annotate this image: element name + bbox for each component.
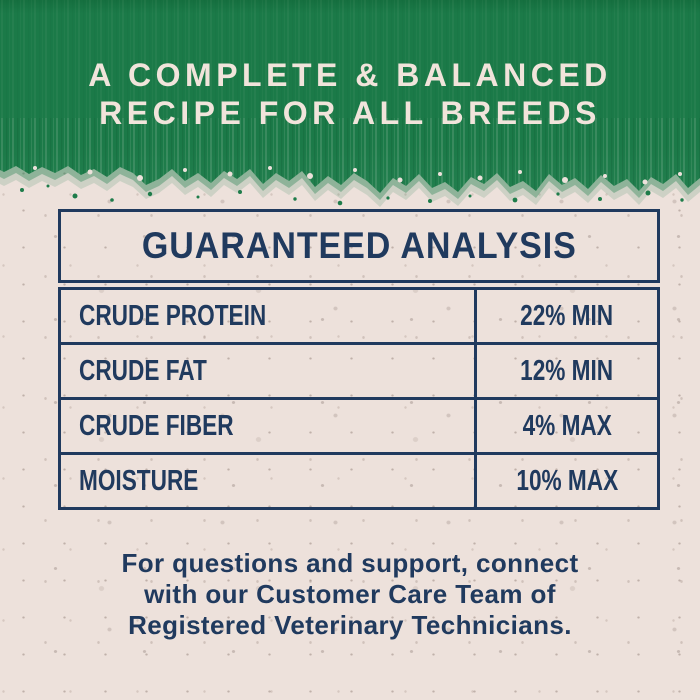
row-value-cell: 10% MAX	[477, 455, 657, 507]
row-label-cell: CRUDE FAT	[61, 345, 477, 397]
banner-line-1: A COMPLETE & BALANCED	[88, 57, 612, 93]
banner-headline: A COMPLETE & BALANCED RECIPE FOR ALL BRE…	[0, 56, 700, 132]
guaranteed-analysis-title: GUARANTEED ANALYSIS	[141, 225, 577, 266]
guaranteed-analysis-header-box: GUARANTEED ANALYSIS	[58, 209, 660, 283]
banner-line-2: RECIPE FOR ALL BREEDS	[99, 95, 601, 131]
row-label-cell: CRUDE FIBER	[61, 400, 477, 452]
support-note-line-3: Registered Veterinary Technicians.	[128, 610, 572, 640]
support-note: For questions and support, connect with …	[0, 548, 700, 641]
row-label: CRUDE FIBER	[79, 409, 234, 442]
support-note-line-2: with our Customer Care Team of	[144, 579, 556, 609]
row-label: CRUDE PROTEIN	[79, 299, 267, 332]
table-row: CRUDE FIBER 4% MAX	[61, 397, 657, 452]
guaranteed-analysis-table: CRUDE PROTEIN 22% MIN CRUDE FAT 12% MIN …	[58, 287, 660, 510]
row-value: 10% MAX	[516, 464, 618, 497]
row-value-cell: 22% MIN	[477, 290, 657, 342]
row-value: 22% MIN	[520, 299, 614, 332]
row-label: CRUDE FAT	[79, 354, 207, 387]
row-value: 4% MAX	[522, 409, 612, 442]
row-label-cell: CRUDE PROTEIN	[61, 290, 477, 342]
table-row: CRUDE PROTEIN 22% MIN	[61, 290, 657, 342]
support-note-line-1: For questions and support, connect	[121, 548, 579, 578]
row-label: MOISTURE	[79, 464, 199, 497]
table-row: MOISTURE 10% MAX	[61, 452, 657, 507]
row-value-cell: 12% MIN	[477, 345, 657, 397]
table-row: CRUDE FAT 12% MIN	[61, 342, 657, 397]
row-value-cell: 4% MAX	[477, 400, 657, 452]
row-value: 12% MIN	[520, 354, 614, 387]
row-label-cell: MOISTURE	[61, 455, 477, 507]
